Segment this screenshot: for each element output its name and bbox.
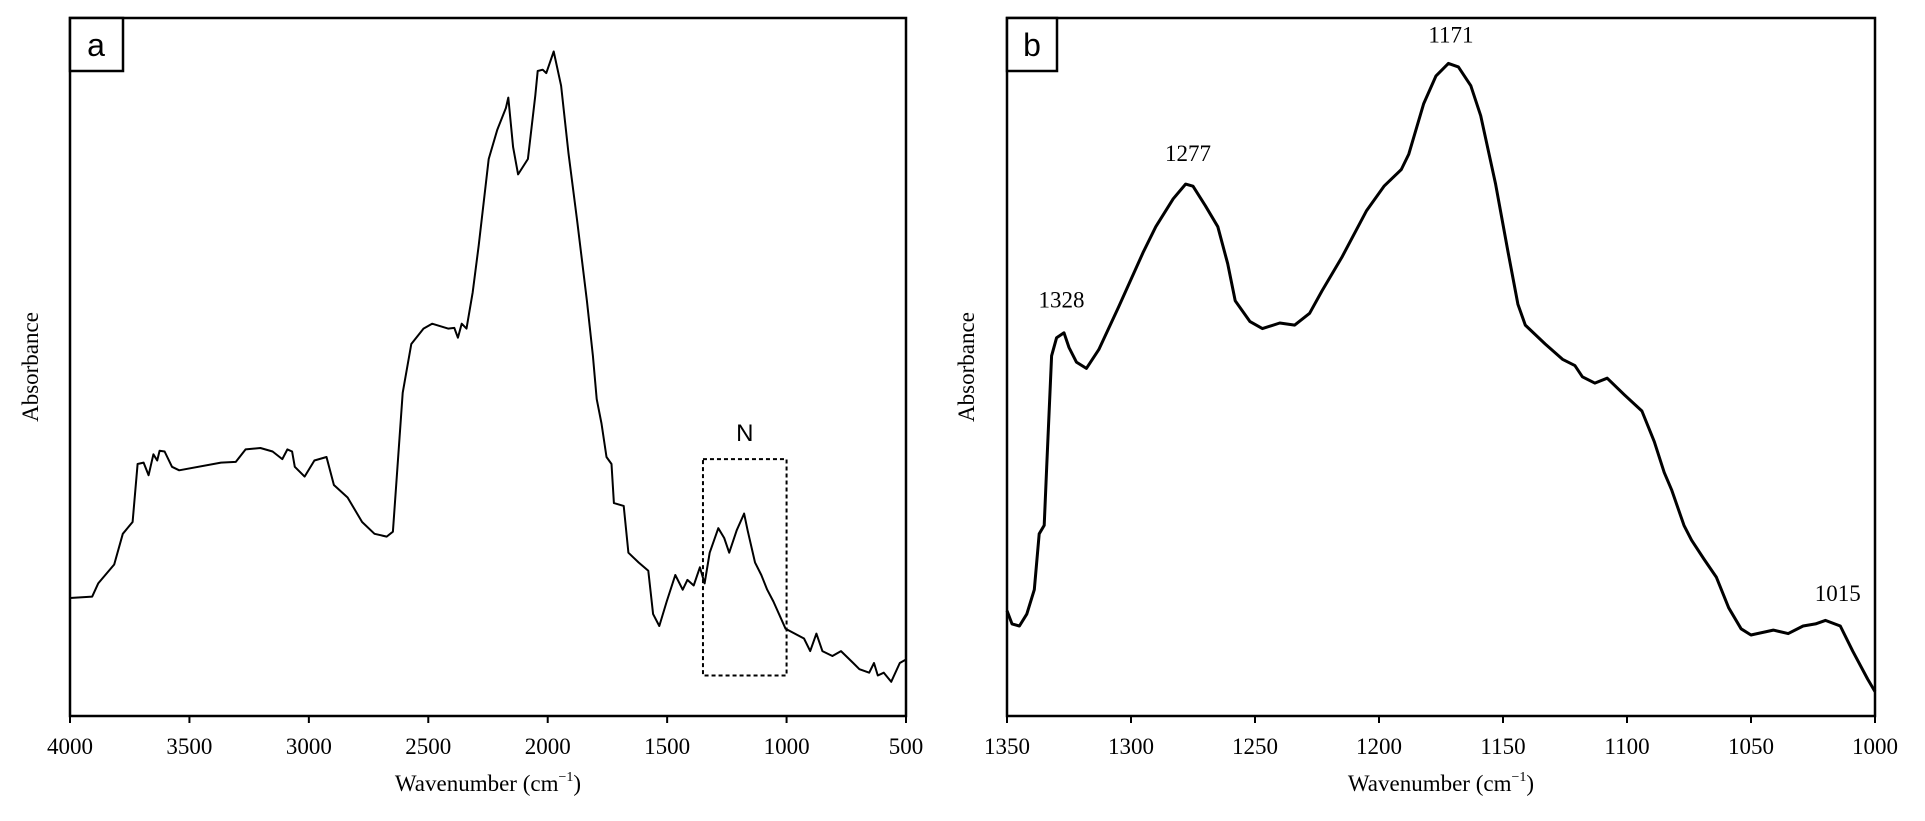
y-axis-label: Absorbance <box>954 312 979 422</box>
x-axis-label-superscript: −1 <box>1511 770 1526 785</box>
peak-annotation: 1015 <box>1815 581 1861 606</box>
x-tick-label: 1500 <box>644 734 690 759</box>
x-tick-label: 2000 <box>525 734 571 759</box>
panel-a-spectrum-chart: a 4000 3500 3000 2500 2000 1500 1000 500 Wavenumb… <box>18 16 924 796</box>
panel-label-box <box>68 16 125 73</box>
peak-annotation: 1171 <box>1428 22 1473 47</box>
x-tick-label: 500 <box>889 734 924 759</box>
x-axis-label-end: ) <box>1526 771 1534 796</box>
x-axis-label: Wavenumber (cm−1) <box>395 770 581 796</box>
peak-annotation: 1277 <box>1165 141 1211 166</box>
panel-label-box <box>1005 16 1059 73</box>
x-tick-label: 1150 <box>1480 734 1525 759</box>
absorbance-spectrum-line <box>1005 61 1877 693</box>
x-tick-label: 1050 <box>1728 734 1774 759</box>
panel-label: a <box>87 27 105 63</box>
x-tick-label: 1000 <box>764 734 810 759</box>
x-tick-label: 1250 <box>1232 734 1278 759</box>
plot-frame <box>1005 16 1877 718</box>
panel-label: b <box>1023 27 1041 63</box>
x-tick-label: 1350 <box>984 734 1030 759</box>
panel-b-spectrum-chart: b 1350 1300 1250 1200 1150 1100 1050 1000 Wavenum… <box>954 16 1898 796</box>
x-tick-label: 3000 <box>286 734 332 759</box>
y-axis-label: Absorbance <box>18 312 43 422</box>
x-axis-label-end: ) <box>573 771 581 796</box>
region-box-label: N <box>736 420 753 447</box>
x-axis-label: Wavenumber (cm−1) <box>1348 770 1534 796</box>
x-tick-label: 4000 <box>47 734 93 759</box>
x-tick-label: 1000 <box>1852 734 1898 759</box>
x-tick-label: 1300 <box>1108 734 1154 759</box>
absorbance-spectrum-line <box>69 50 907 683</box>
x-tick-label: 1200 <box>1356 734 1402 759</box>
x-tick-label: 2500 <box>405 734 451 759</box>
x-tick-label: 1100 <box>1604 734 1649 759</box>
x-axis-label-main: Wavenumber (cm <box>1348 771 1512 796</box>
peak-annotation: 1328 <box>1039 288 1085 313</box>
plot-frame <box>68 16 908 718</box>
x-axis-label-superscript: −1 <box>558 770 573 785</box>
region-n-dashed-box <box>701 458 788 677</box>
x-tick-label: 3500 <box>166 734 212 759</box>
x-axis-label-main: Wavenumber (cm <box>395 771 559 796</box>
